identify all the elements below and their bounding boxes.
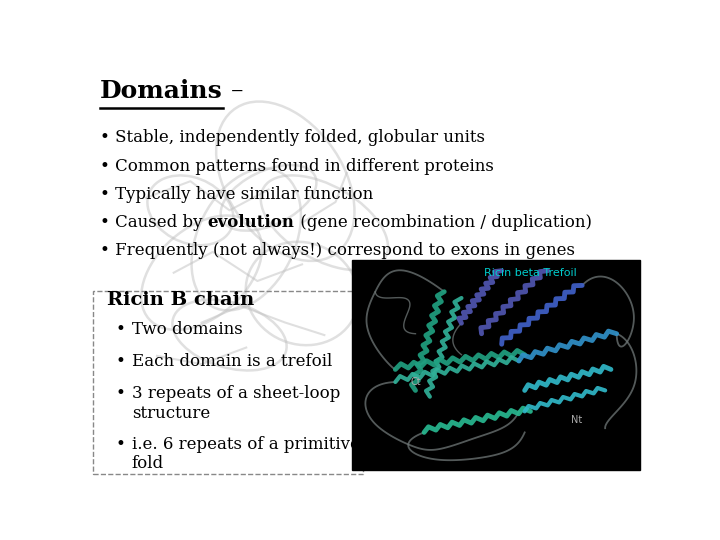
Text: • Caused by: • Caused by xyxy=(100,214,208,231)
Text: Each domain is a trefoil: Each domain is a trefoil xyxy=(132,353,332,370)
Text: • Frequently (not always!) correspond to exons in genes: • Frequently (not always!) correspond to… xyxy=(100,242,575,259)
Text: Two domains: Two domains xyxy=(132,321,243,338)
Text: i.e. 6 repeats of a primitive
fold: i.e. 6 repeats of a primitive fold xyxy=(132,436,360,472)
Text: •: • xyxy=(115,353,125,370)
Text: •: • xyxy=(115,436,125,453)
Text: Ricin B chain: Ricin B chain xyxy=(107,292,254,309)
Text: •: • xyxy=(115,386,125,402)
Text: Ct: Ct xyxy=(410,377,420,387)
Text: Nt: Nt xyxy=(571,415,582,425)
Text: –: – xyxy=(222,79,243,103)
Text: • Stable, independently folded, globular units: • Stable, independently folded, globular… xyxy=(100,129,485,146)
FancyBboxPatch shape xyxy=(352,260,639,470)
Text: • Common patterns found in different proteins: • Common patterns found in different pro… xyxy=(100,158,494,174)
Text: 3 repeats of a sheet-loop
structure: 3 repeats of a sheet-loop structure xyxy=(132,386,341,422)
Text: evolution: evolution xyxy=(208,214,294,231)
Text: •: • xyxy=(115,321,125,338)
Text: Ricin beta Trefoil: Ricin beta Trefoil xyxy=(484,268,577,278)
Text: Domains: Domains xyxy=(100,79,222,103)
Text: (gene recombination / duplication): (gene recombination / duplication) xyxy=(294,214,592,231)
Text: • Typically have similar function: • Typically have similar function xyxy=(100,186,373,203)
